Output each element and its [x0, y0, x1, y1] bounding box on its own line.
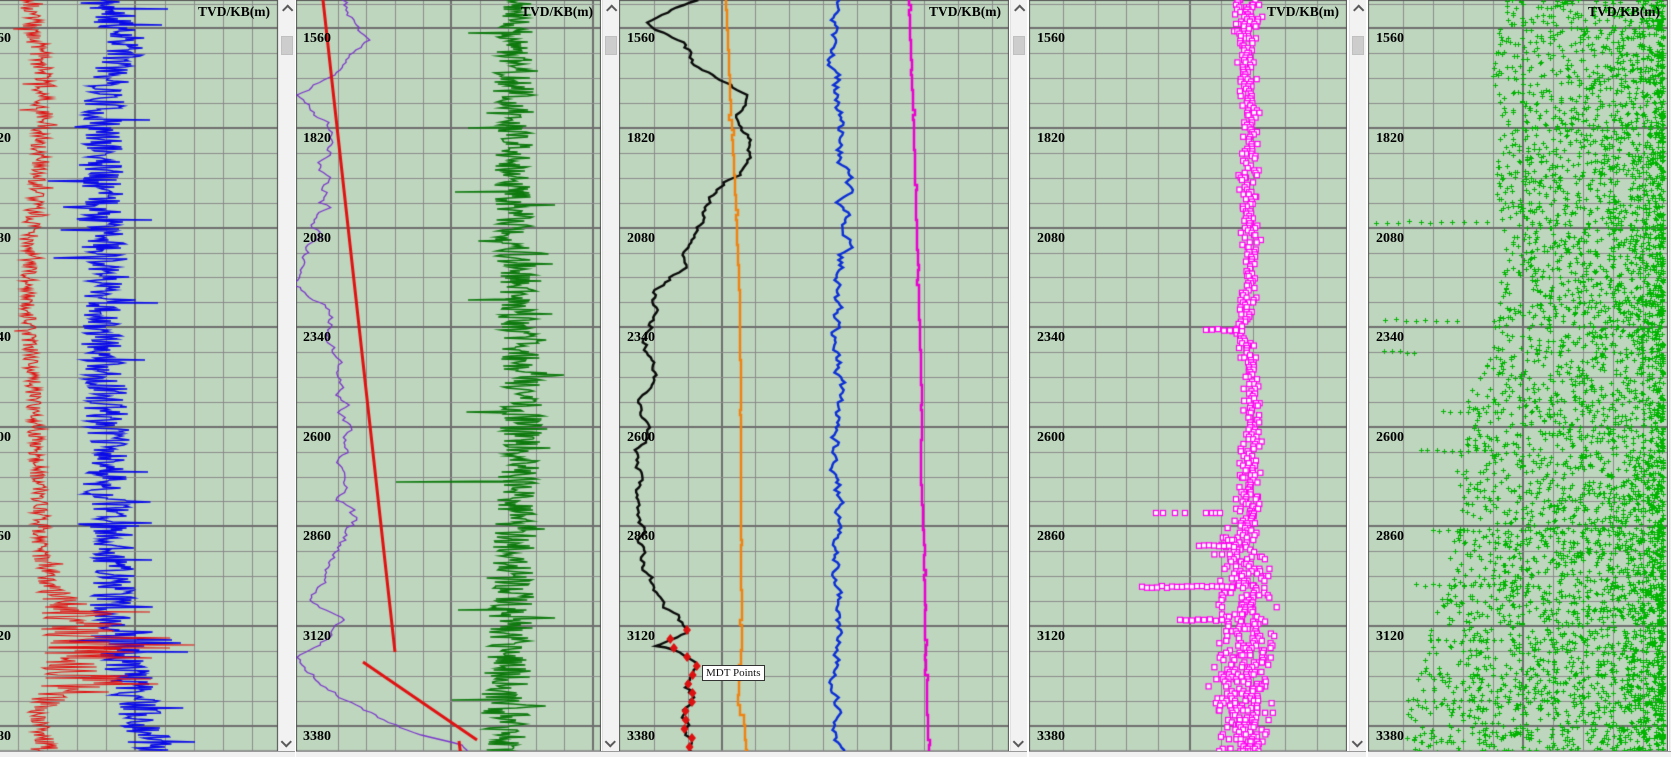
scroll-down-button[interactable]: [279, 735, 295, 751]
chevron-up-icon: [1014, 3, 1026, 16]
depth-tick-label: 2080: [627, 230, 655, 246]
scroll-down-button[interactable]: [603, 735, 619, 751]
depth-tick-label: 3120: [0, 629, 11, 644]
log-plot-canvas-track-2[interactable]: [296, 0, 601, 757]
depth-tick-label: 3120: [1037, 629, 1065, 644]
depth-tick-label: 2600: [1376, 429, 1404, 445]
depth-tick-label: 2080: [1037, 230, 1065, 246]
scroll-up-button[interactable]: [603, 0, 619, 16]
depth-tick-label: 2600: [303, 429, 331, 445]
depth-tick-label: 1820: [1376, 131, 1404, 146]
depth-tick-label: 2860: [303, 529, 331, 545]
depth-axis-title: TVD/KB(m): [198, 4, 270, 19]
depth-axis-title: TVD/KB(m): [1588, 4, 1660, 19]
log-plot-canvas-track-4[interactable]: [1029, 0, 1347, 757]
depth-tick-label: 2080: [303, 230, 331, 246]
horizontal-scrollbar-strip[interactable]: [0, 751, 295, 757]
vertical-scrollbar[interactable]: [1010, 0, 1027, 757]
scrollbar-thumb[interactable]: [605, 36, 617, 55]
chevron-down-icon: [1351, 735, 1363, 748]
chevron-up-icon: [282, 3, 294, 16]
depth-tick-label: 2080: [0, 230, 11, 246]
depth-tick-label: 1820: [303, 131, 331, 146]
horizontal-scrollbar-strip[interactable]: [1368, 751, 1671, 757]
depth-tick-label: 3120: [1376, 629, 1404, 644]
log-plot-canvas-track-1[interactable]: [0, 0, 278, 757]
depth-tick-label: 3380: [303, 728, 331, 744]
depth-tick-label: 2860: [627, 529, 655, 545]
chevron-down-icon: [1012, 735, 1024, 748]
depth-tick-label: 3120: [627, 629, 655, 644]
depth-tick-label: 2860: [1376, 529, 1404, 545]
depth-tick-label: 3120: [303, 629, 331, 644]
depth-tick-label: 3380: [1037, 728, 1065, 744]
scroll-up-button[interactable]: [279, 0, 295, 16]
depth-tick-label: 2340: [1376, 330, 1404, 346]
depth-axis-title: TVD/KB(m): [929, 4, 1001, 19]
chevron-down-icon: [604, 735, 616, 748]
depth-tick-label: 2340: [0, 330, 11, 346]
depth-tick-label: 3380: [627, 728, 655, 744]
depth-tick-label: 2600: [627, 429, 655, 445]
scrollbar-thumb[interactable]: [1013, 36, 1025, 55]
horizontal-scrollbar-strip[interactable]: [1029, 751, 1366, 757]
depth-tick-label: 1820: [1037, 131, 1065, 146]
depth-tick-label: 2600: [1037, 429, 1065, 445]
depth-tick-label: 2080: [1376, 230, 1404, 246]
depth-tick-label: 2600: [0, 429, 11, 445]
depth-tick-label: 1560: [1376, 31, 1404, 47]
depth-tick-label: 1560: [627, 31, 655, 47]
chevron-up-icon: [1353, 3, 1365, 16]
depth-tick-label: 3380: [0, 728, 11, 744]
depth-tick-label: 3380: [1376, 728, 1404, 744]
scrollbar-thumb[interactable]: [1352, 36, 1364, 55]
depth-tick-label: 2340: [303, 330, 331, 346]
depth-axis-title: TVD/KB(m): [521, 4, 593, 19]
depth-tick-label: 1560: [1037, 31, 1065, 47]
depth-tick-label: 1820: [627, 131, 655, 146]
vertical-scrollbar[interactable]: [278, 0, 295, 757]
depth-tick-label: 1560: [0, 31, 11, 47]
depth-tick-label: 2860: [1037, 529, 1065, 545]
mdt-points-label: MDT Points: [702, 665, 765, 681]
depth-tick-label: 1560: [303, 31, 331, 47]
horizontal-scrollbar-strip[interactable]: [619, 751, 1027, 757]
scroll-down-button[interactable]: [1011, 735, 1027, 751]
vertical-scrollbar[interactable]: [602, 0, 619, 757]
scrollbar-thumb[interactable]: [281, 36, 293, 55]
depth-tick-label: 2860: [0, 529, 11, 545]
log-plot-canvas-track-5[interactable]: [1368, 0, 1668, 757]
chevron-up-icon: [606, 3, 618, 16]
scroll-up-button[interactable]: [1011, 0, 1027, 16]
depth-axis-title: TVD/KB(m): [1267, 4, 1339, 19]
scroll-up-button[interactable]: [1350, 0, 1366, 16]
scroll-down-button[interactable]: [1350, 735, 1366, 751]
vertical-scrollbar[interactable]: [1349, 0, 1366, 757]
depth-tick-label: 2340: [1037, 330, 1065, 346]
chevron-down-icon: [280, 735, 292, 748]
depth-tick-label: 2340: [627, 330, 655, 346]
horizontal-scrollbar-strip[interactable]: [296, 751, 619, 757]
depth-tick-label: 1820: [0, 131, 11, 146]
log-plot-canvas-track-3[interactable]: [619, 0, 1009, 757]
